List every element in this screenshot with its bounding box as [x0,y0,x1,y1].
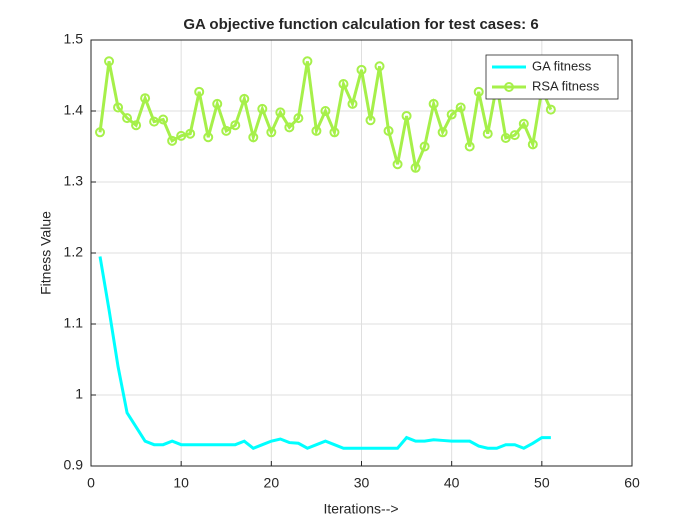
point-marker [518,118,529,129]
point-marker [284,122,295,133]
point-marker [311,125,322,136]
point-marker [185,128,196,139]
point-marker [464,141,475,152]
point-marker [500,132,511,143]
point-marker [545,104,556,115]
point-marker [239,93,250,104]
point-marker [329,127,340,138]
point-marker [383,125,394,136]
x-tick-label: 10 [173,475,189,491]
point-marker [275,107,286,118]
point-marker [131,120,142,131]
point-marker [95,127,106,138]
x-tick-label: 0 [87,475,95,491]
point-marker [113,102,124,113]
chart-title: GA objective function calculation for te… [183,16,538,33]
point-marker [266,127,277,138]
point-marker [446,109,457,120]
point-marker [356,64,367,75]
point-marker [230,120,241,131]
point-marker [509,130,520,141]
point-marker [365,115,376,126]
point-marker [194,86,205,97]
point-marker [158,114,169,125]
y-tick-label: 1.3 [64,173,84,189]
point-marker [212,98,223,109]
point-marker [140,93,151,104]
point-marker [167,135,178,146]
point-marker [410,162,421,173]
point-marker [392,159,403,170]
x-tick-label: 20 [264,475,280,491]
legend-label: GA fitness [532,58,592,73]
point-marker [482,128,493,139]
y-tick-label: 1.2 [64,244,84,260]
point-marker [527,139,538,150]
y-axis-label: Fitness Value [38,211,54,295]
point-marker [401,110,412,121]
y-tick-label: 1 [75,386,83,402]
x-axis-label: Iterations--> [323,501,398,517]
point-marker [437,127,448,138]
y-tick-label: 0.9 [64,457,84,473]
y-tick-label: 1.5 [64,31,84,47]
x-tick-label: 60 [624,475,640,491]
point-marker [419,141,430,152]
point-marker [320,106,331,116]
y-tick-label: 1.4 [64,102,84,118]
point-marker [122,113,133,124]
point-marker [428,98,439,109]
point-marker [149,116,160,127]
legend-label: RSA fitness [532,78,600,93]
point-marker [293,113,304,124]
legend-marker [504,82,514,92]
x-tick-label: 30 [354,475,370,491]
x-tick-label: 40 [444,475,460,491]
point-marker [473,86,484,97]
point-marker [221,125,232,136]
point-marker [302,56,313,67]
point-marker [176,130,187,141]
point-marker [104,56,115,67]
point-marker [257,103,268,114]
series-line [98,256,551,450]
x-tick-label: 50 [534,475,550,491]
point-marker [338,79,349,90]
point-marker [347,98,358,109]
plot-frame [90,39,633,467]
point-marker [203,132,214,143]
point-marker [455,102,466,113]
y-tick-label: 1.1 [64,315,84,331]
point-marker [374,61,385,72]
point-marker [248,132,259,143]
